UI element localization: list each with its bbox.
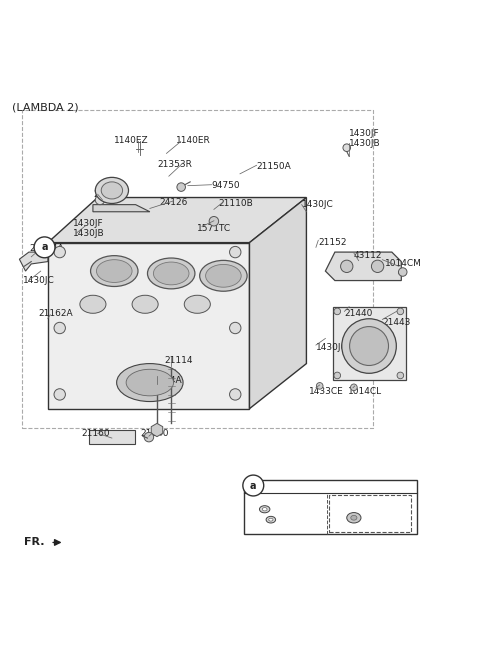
Ellipse shape: [154, 262, 189, 285]
Circle shape: [398, 268, 407, 276]
FancyBboxPatch shape: [333, 306, 406, 380]
Ellipse shape: [205, 264, 241, 287]
Text: 21133: 21133: [261, 491, 290, 499]
Text: 1140EZ: 1140EZ: [114, 136, 149, 145]
Text: 21110B: 21110B: [219, 199, 253, 208]
Ellipse shape: [80, 295, 106, 314]
Polygon shape: [93, 205, 150, 212]
Circle shape: [350, 384, 357, 390]
Text: 1433CE: 1433CE: [309, 387, 344, 396]
Ellipse shape: [126, 369, 174, 396]
Circle shape: [334, 372, 341, 379]
Polygon shape: [48, 243, 250, 409]
Circle shape: [229, 247, 241, 258]
Circle shape: [229, 389, 241, 400]
Text: 21440: 21440: [344, 309, 373, 318]
Text: 21353R: 21353R: [157, 160, 192, 169]
Ellipse shape: [347, 512, 361, 523]
Ellipse shape: [349, 327, 388, 365]
Ellipse shape: [342, 319, 396, 373]
Text: 21114: 21114: [164, 356, 192, 365]
Text: 1140ER: 1140ER: [176, 136, 211, 145]
Circle shape: [34, 237, 55, 258]
FancyBboxPatch shape: [89, 430, 135, 444]
Circle shape: [316, 382, 323, 389]
Circle shape: [229, 322, 241, 334]
Text: 21152: 21152: [318, 238, 347, 247]
Circle shape: [54, 389, 65, 400]
Text: 1430JC: 1430JC: [316, 344, 348, 352]
Text: 21134A: 21134A: [29, 244, 63, 253]
Text: 1751GI: 1751GI: [267, 503, 300, 512]
Polygon shape: [48, 197, 306, 243]
Circle shape: [96, 195, 105, 205]
Text: 21314A: 21314A: [335, 499, 370, 508]
Text: 1430JF
1430JB: 1430JF 1430JB: [73, 218, 105, 238]
Ellipse shape: [91, 256, 138, 287]
Circle shape: [54, 322, 65, 334]
Text: 21160: 21160: [81, 429, 110, 438]
Text: a: a: [250, 480, 256, 491]
Circle shape: [144, 432, 154, 442]
Circle shape: [54, 247, 65, 258]
Ellipse shape: [132, 295, 158, 314]
Text: (ALT.): (ALT.): [333, 491, 357, 499]
Ellipse shape: [117, 363, 183, 401]
Circle shape: [343, 144, 350, 152]
Text: 1430JC: 1430JC: [301, 200, 334, 209]
Circle shape: [397, 372, 404, 379]
Circle shape: [334, 308, 341, 315]
Circle shape: [209, 216, 219, 226]
Ellipse shape: [96, 177, 129, 203]
Ellipse shape: [184, 295, 210, 314]
Text: 21162A: 21162A: [38, 309, 73, 318]
Text: 1014CM: 1014CM: [384, 258, 421, 268]
Ellipse shape: [147, 258, 195, 289]
Circle shape: [177, 183, 185, 192]
Ellipse shape: [266, 516, 276, 523]
Text: a: a: [41, 242, 48, 253]
Text: 22124B: 22124B: [93, 190, 127, 199]
Circle shape: [243, 475, 264, 496]
Ellipse shape: [101, 182, 122, 199]
Text: 21150A: 21150A: [257, 162, 291, 171]
Polygon shape: [250, 197, 306, 409]
Ellipse shape: [262, 508, 267, 511]
Ellipse shape: [96, 260, 132, 283]
Text: 1430JC: 1430JC: [23, 276, 54, 285]
Ellipse shape: [269, 518, 273, 521]
Ellipse shape: [260, 506, 270, 513]
Text: 24126: 24126: [159, 197, 188, 207]
Polygon shape: [19, 252, 48, 271]
Circle shape: [397, 308, 404, 315]
FancyBboxPatch shape: [244, 480, 417, 535]
Text: (LAMBDA 2): (LAMBDA 2): [12, 102, 79, 113]
Text: 1430JF
1430JB: 1430JF 1430JB: [349, 129, 381, 148]
Text: 21443: 21443: [383, 318, 411, 327]
Text: 21114A: 21114A: [147, 376, 182, 384]
Polygon shape: [325, 252, 401, 281]
Text: 21140: 21140: [140, 429, 169, 438]
Text: 94750: 94750: [212, 181, 240, 190]
Text: 43112: 43112: [354, 251, 383, 260]
Ellipse shape: [200, 260, 247, 291]
Text: FR.: FR.: [24, 537, 45, 548]
Circle shape: [372, 260, 384, 272]
Circle shape: [341, 260, 353, 272]
Text: 1014CL: 1014CL: [348, 387, 382, 396]
Text: 1571TC: 1571TC: [197, 224, 231, 233]
Ellipse shape: [351, 516, 357, 520]
